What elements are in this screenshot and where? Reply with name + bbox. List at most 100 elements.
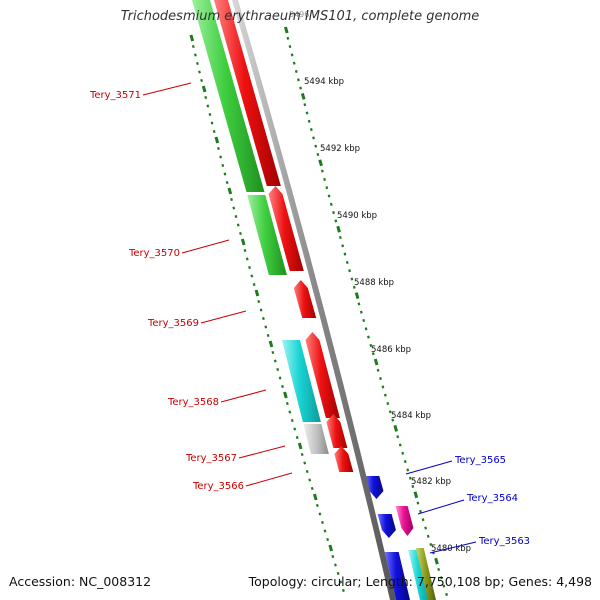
minor-tick [257, 299, 261, 304]
major-tick [284, 26, 289, 34]
ruler-labels: 5494 kbp 5492 kbp 5490 kbp 5488 kbp 5486… [304, 77, 471, 554]
right-gene-labels: Tery_3565 Tery_3564 Tery_3563 [454, 455, 530, 547]
minor-tick [406, 468, 410, 472]
minor-tick [262, 316, 265, 321]
major-tick [214, 136, 220, 144]
gene-label-tery-3570[interactable]: Tery_3570 [128, 248, 180, 259]
genome-backbone [232, 0, 396, 600]
major-tick [227, 187, 233, 195]
leader-line [200, 310, 247, 324]
minor-tick [419, 509, 422, 513]
leader-line [245, 472, 293, 487]
cds-red-block[interactable] [214, 0, 281, 186]
minor-tick [334, 563, 337, 567]
minor-tick [359, 310, 363, 314]
cds-green-block[interactable] [192, 0, 265, 192]
minor-tick [305, 469, 309, 474]
minor-tick [204, 95, 208, 100]
map-title: Trichodesmium erythraeum IMS101, complet… [120, 9, 480, 24]
minor-tick [288, 45, 292, 49]
cds-blue-block[interactable] [377, 514, 396, 538]
cds-green-block[interactable] [247, 195, 287, 275]
minor-tick [391, 418, 395, 422]
minor-tick [315, 503, 319, 508]
cds-blue-block[interactable] [365, 476, 384, 499]
minor-tick [293, 427, 297, 431]
cds-red-block[interactable] [334, 446, 354, 472]
minor-tick [323, 177, 326, 181]
minor-tick [225, 180, 229, 185]
major-tick [318, 159, 323, 167]
ruler-label: 5486 kbp [371, 345, 411, 355]
ruler-label: 5494 kbp [304, 77, 344, 87]
major-tick [268, 340, 274, 348]
ruler-label-top: 5496 [289, 10, 309, 19]
minor-tick [345, 260, 349, 264]
genome-summary: Topology: circular; Length: 7,750,108 bp… [248, 574, 592, 589]
minor-tick [309, 128, 313, 132]
cds-red-block[interactable] [326, 414, 348, 448]
minor-tick [352, 285, 356, 289]
minor-tick [300, 452, 304, 457]
ruler-label: 5484 kbp [391, 411, 431, 421]
gene-label-tery-3565[interactable]: Tery_3565 [454, 455, 506, 466]
minor-tick [230, 197, 233, 202]
ruler-label: 5482 kbp [411, 477, 451, 487]
major-tick [393, 424, 399, 432]
minor-tick [217, 146, 220, 151]
minor-tick [250, 274, 254, 278]
ruler-ticks [189, 26, 448, 596]
minor-tick [232, 206, 236, 210]
minor-tick [348, 269, 352, 273]
minor-tick [221, 163, 225, 168]
gene-label-tery-3566[interactable]: Tery_3566 [192, 481, 244, 492]
gene-label-tery-3568[interactable]: Tery_3568 [167, 397, 219, 408]
gene-label-tery-3564[interactable]: Tery_3564 [466, 493, 518, 504]
minor-tick [386, 401, 390, 406]
ruler-label: 5490 kbp [337, 211, 377, 221]
minor-tick [264, 325, 268, 329]
minor-tick [327, 194, 331, 198]
minor-tick [303, 103, 307, 107]
gene-label-tery-3571[interactable]: Tery_3571 [89, 90, 141, 101]
left-leader-lines [142, 82, 293, 487]
cds-cyan-block[interactable] [408, 550, 430, 600]
minor-tick [198, 70, 201, 74]
inner-tick-track [189, 34, 345, 593]
minor-tick [308, 478, 312, 482]
minor-tick [239, 231, 242, 236]
minor-tick [398, 443, 402, 447]
gene-label-tery-3569[interactable]: Tery_3569 [147, 318, 199, 329]
cds-magenta-block[interactable] [395, 506, 414, 536]
minor-tick [299, 86, 302, 90]
gene-label-tery-3567[interactable]: Tery_3567 [185, 453, 237, 464]
cds-olive-block[interactable] [415, 548, 436, 600]
minor-tick [316, 152, 320, 157]
cds-red-block[interactable] [268, 186, 304, 271]
major-tick [336, 225, 341, 233]
minor-tick [357, 302, 361, 306]
minor-tick [266, 333, 270, 338]
minor-tick [325, 186, 329, 190]
major-tick [254, 289, 260, 297]
cds-red-block[interactable] [293, 280, 317, 318]
minor-tick [379, 377, 382, 381]
accession-label: Accession: NC_008312 [9, 574, 152, 589]
minor-tick [424, 526, 428, 530]
leader-line [238, 445, 286, 459]
minor-tick [401, 451, 405, 455]
minor-tick [285, 401, 289, 406]
minor-tick [388, 410, 392, 414]
minor-tick [223, 172, 227, 176]
gene-label-tery-3563[interactable]: Tery_3563 [478, 536, 530, 547]
minor-tick [297, 78, 300, 82]
cds-cyan-block[interactable] [281, 340, 321, 422]
cds-blue-block[interactable] [384, 552, 410, 600]
minor-tick [212, 129, 216, 134]
cds-red-block[interactable] [305, 332, 340, 418]
minor-tick [286, 36, 290, 40]
minor-tick [290, 53, 294, 57]
major-tick [434, 557, 439, 565]
cds-gray-block[interactable] [303, 424, 329, 454]
major-tick [201, 85, 207, 93]
